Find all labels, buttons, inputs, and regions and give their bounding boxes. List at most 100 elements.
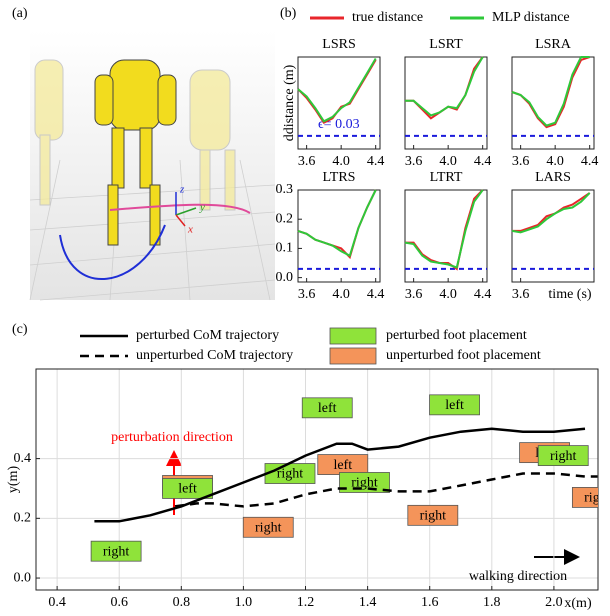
x-tick-label: 4.4 — [474, 287, 492, 302]
foot-label: right — [351, 476, 378, 491]
foot-placement — [162, 478, 213, 499]
plot-frame — [511, 56, 595, 150]
legend-label: unperturbed CoM trajectory — [136, 348, 293, 363]
x-tick-label: 3.6 — [405, 154, 423, 169]
y-axis-label: ddistance (m) — [282, 64, 297, 141]
y-axis-label: y(m) — [6, 466, 21, 494]
data-line — [511, 56, 591, 129]
y-tick-label: 0.3 — [276, 182, 294, 197]
foot-label: left — [333, 458, 352, 473]
data-line — [405, 56, 484, 117]
legend-swatch — [329, 347, 377, 365]
plot-frame — [297, 189, 381, 283]
foot-label: right — [584, 491, 610, 506]
x-tick-label: 4.4 — [367, 287, 385, 302]
chart-title: LSRS — [322, 37, 355, 52]
legend-label: true distance — [352, 10, 423, 25]
x-tick-label: 4.4 — [581, 154, 599, 169]
annotation: walking direction — [469, 569, 567, 584]
plot-frame — [35, 368, 599, 591]
data-line — [297, 57, 377, 123]
panel-label: (b) — [280, 6, 297, 21]
axis-label: y — [199, 202, 205, 214]
x-axis-label: time (s) — [548, 287, 591, 302]
x-tick-label: 3.6 — [298, 287, 316, 302]
annotation: ϵ= 0.03 — [318, 117, 360, 132]
plot-area: left right left right left right right left righ… — [90, 394, 610, 562]
y-tick-label: 0.2 — [276, 211, 294, 226]
data-line — [297, 189, 377, 260]
x-tick-label: 4.0 — [332, 287, 350, 302]
x-tick-label: 0.8 — [173, 595, 191, 610]
robot-illustration: x y z — [29, 30, 276, 301]
x-tick-label: 1.4 — [359, 595, 377, 610]
x-tick-label: 0.4 — [48, 595, 66, 610]
foot-placement — [429, 394, 480, 416]
foot-label: right — [550, 449, 577, 464]
x-tick-label: 1.8 — [483, 595, 501, 610]
x-tick-label: 3.6 — [512, 287, 530, 302]
data-line — [511, 56, 590, 127]
foot-label: left — [178, 482, 197, 497]
foot-placement — [90, 540, 142, 562]
foot-label: right — [255, 521, 282, 536]
axis-label: x — [187, 224, 193, 236]
legend-label: perturbed foot placement — [386, 328, 527, 343]
chart-title: LTRT — [430, 170, 463, 185]
x-tick-label: 1.2 — [297, 595, 315, 610]
x-tick-label: 0.6 — [110, 595, 128, 610]
y-tick-label: 0.0 — [276, 270, 294, 285]
plot-frame — [511, 189, 595, 283]
x-tick-label: 4.0 — [439, 287, 457, 302]
x-tick-label: 1.6 — [421, 595, 439, 610]
data-line — [297, 189, 377, 258]
y-tick-label: 0.0 — [14, 570, 32, 585]
trajectory — [174, 472, 598, 508]
trajectory — [94, 427, 586, 523]
plot-frame — [404, 56, 488, 150]
foot-label: right — [103, 544, 130, 559]
chart-title: LSRT — [429, 37, 463, 52]
annotation: perturbation direction — [111, 430, 233, 445]
x-tick-label: 3.6 — [298, 154, 316, 169]
data-line — [404, 189, 484, 269]
foot-placement — [407, 504, 459, 526]
foot-label: left — [318, 401, 337, 416]
x-tick-label: 4.0 — [546, 154, 564, 169]
x-tick-label: 2.0 — [545, 595, 563, 610]
x-tick-label: 4.0 — [332, 154, 350, 169]
y-tick-label: 0.2 — [14, 511, 32, 526]
x-tick-label: 3.6 — [405, 287, 423, 302]
data-line — [512, 192, 591, 232]
x-tick-label: 4.4 — [367, 154, 385, 169]
foot-label: right — [420, 509, 447, 524]
chart-title: LSRA — [535, 37, 572, 52]
foot-label: right — [277, 467, 304, 482]
foot-placement — [242, 516, 294, 538]
x-tick-label: 4.4 — [474, 154, 492, 169]
data-line — [405, 189, 484, 271]
legend-label: MLP distance — [492, 10, 570, 25]
foot-label: left — [445, 398, 464, 413]
foot-placement — [571, 487, 598, 508]
axis-label: z — [179, 184, 185, 196]
plot-frame — [404, 189, 488, 283]
legend-label: perturbed CoM trajectory — [136, 328, 279, 343]
chart-title: LARS — [535, 170, 571, 185]
panel-label: (a) — [12, 6, 28, 21]
foot-placement — [301, 397, 353, 419]
chart-title: LTRS — [323, 170, 356, 185]
foot-placement — [537, 445, 589, 467]
x-axis-label: x(m) — [564, 596, 592, 611]
y-tick-label: 0.1 — [276, 241, 294, 256]
x-tick-label: 4.0 — [439, 154, 457, 169]
panel-label: (c) — [12, 322, 28, 337]
data-line — [511, 192, 591, 234]
plot-frame — [297, 56, 381, 150]
legend-label: unperturbed foot placement — [386, 348, 541, 363]
x-tick-label: 3.6 — [512, 154, 530, 169]
y-tick-label: 0.4 — [14, 451, 32, 466]
x-tick-label: 1.0 — [235, 595, 253, 610]
legend-swatch — [329, 327, 377, 345]
